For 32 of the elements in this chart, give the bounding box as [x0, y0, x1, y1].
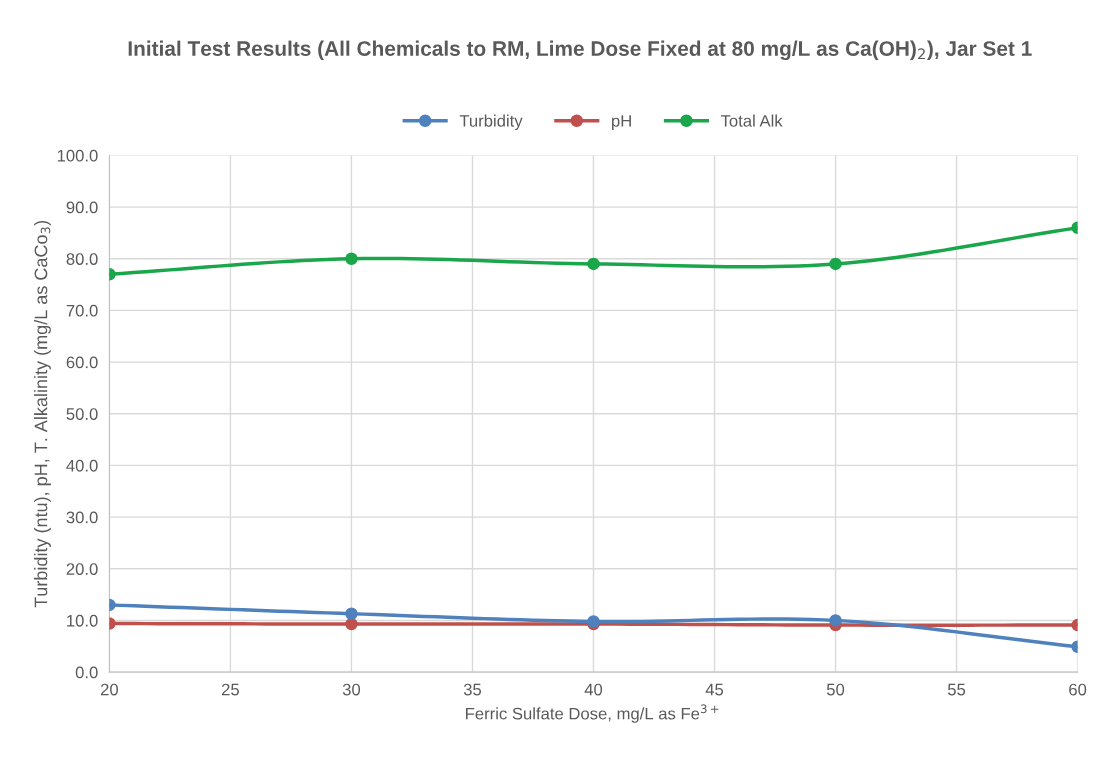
y-tick-label: 30.0	[66, 511, 98, 524]
y-tick-label: 0.0	[75, 666, 98, 679]
x-tick-label: 60	[1069, 683, 1087, 696]
y-tick-label: 70.0	[66, 304, 98, 317]
y-tick-label: 10.0	[67, 614, 98, 627]
y-tick-label: 40.0	[66, 459, 98, 472]
point	[829, 257, 842, 271]
legend-label: pH	[612, 115, 631, 131]
x-tick-label: 35	[463, 683, 482, 696]
x-axis-title: Ferric Sulfate Dose, mg/L as Fe$^{3+}$	[466, 704, 719, 723]
x-tick-label: 30	[342, 683, 361, 696]
y-tick-label: 20.0	[66, 563, 98, 575]
legend-label: Total Alk	[720, 114, 783, 127]
x-tick-label: 25	[221, 683, 239, 696]
x-tick-label: 40	[584, 683, 603, 696]
x-tick-label: 50	[826, 683, 845, 696]
point	[587, 257, 600, 271]
legend-label: Turbidity	[459, 114, 523, 131]
x-tick-label: 45	[705, 683, 724, 696]
point	[345, 607, 358, 620]
x-tick-label: 20	[100, 683, 119, 696]
y-axis-title: Turbidity (ntu), pH, T. Alkalinity (mg/L as CaCo$_{3}$)	[34, 220, 51, 608]
chart-title: Initial Test Results (All Chemicals to RM, Lime Dose Fixed at 80 mg/L as Ca(OH)$_{2}$), Jar Set 1	[128, 40, 1032, 61]
point	[829, 614, 842, 627]
y-tick-label: 60.0	[66, 356, 98, 369]
y-tick-label: 80.0	[66, 253, 98, 265]
point	[345, 252, 358, 265]
point	[345, 617, 358, 631]
x-tick-label: 55	[947, 683, 966, 696]
y-tick-label: 100.0	[57, 149, 98, 162]
y-tick-label: 90.0	[66, 201, 98, 214]
y-tick-label: 50.0	[66, 408, 98, 420]
